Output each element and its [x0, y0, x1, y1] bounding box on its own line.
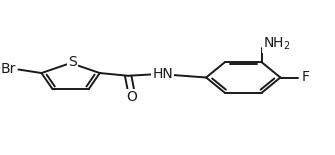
Text: S: S	[68, 55, 77, 69]
Text: HN: HN	[152, 67, 173, 81]
Text: O: O	[126, 90, 137, 104]
Text: F: F	[302, 71, 310, 84]
Text: Br: Br	[1, 62, 16, 76]
Text: NH$_2$: NH$_2$	[263, 35, 291, 52]
